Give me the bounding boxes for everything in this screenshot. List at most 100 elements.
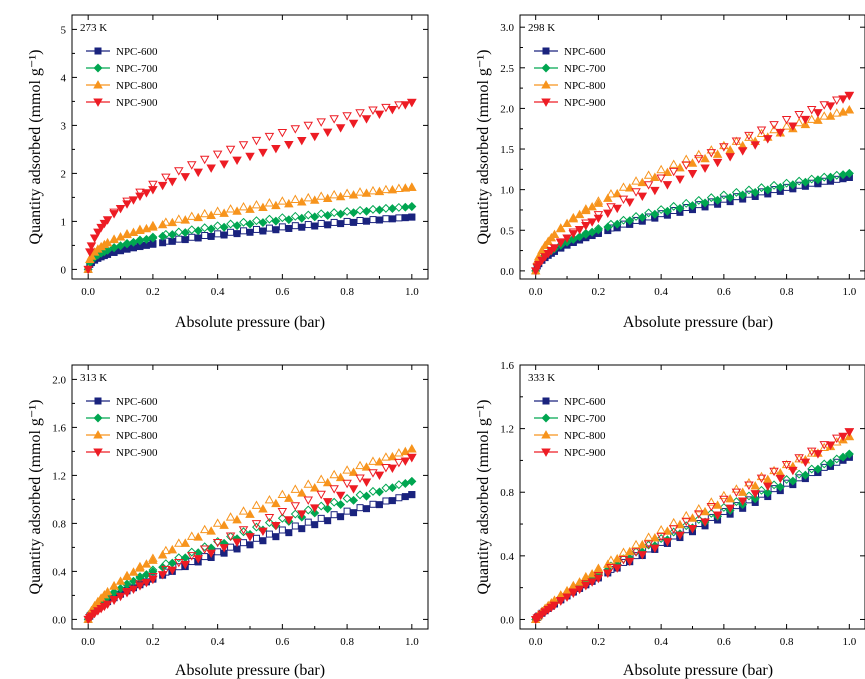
legend-label: NPC-800 [116,80,158,92]
data-point [625,546,635,556]
data-point-desorption [668,517,679,527]
data-point-desorption [781,121,792,130]
data-point [374,471,385,481]
data-point [593,225,603,235]
data-point [141,189,152,198]
data-point [337,220,345,228]
data-point-desorption [407,444,417,453]
data-point-desorption [620,558,627,566]
y-tick-label: 2.5 [500,63,514,75]
data-point-desorption [290,502,301,511]
data-point-desorption [186,531,197,540]
data-point-desorption [368,204,378,214]
data-point [311,521,319,529]
data-point-desorption [656,174,666,183]
data-point [259,537,267,545]
data-point-desorption [355,490,365,500]
data-point-desorption [277,128,288,138]
data-point-desorption [844,91,855,101]
data-point-desorption [769,121,779,130]
data-point-desorption [757,183,766,193]
data-point [148,233,158,243]
data-point [700,164,710,173]
data-point-desorption [303,192,314,202]
data-point-desorption [756,471,767,481]
legend-label: NPC-700 [116,63,158,75]
data-point-desorption [770,485,778,493]
data-point-desorption [368,185,378,195]
data-point [102,600,113,610]
data-point-desorption [643,540,654,549]
series-npc-900 [83,98,417,275]
data-point-desorption [122,588,132,597]
data-point [206,210,216,219]
data-point-desorption [783,479,791,487]
legend-marker [93,63,103,73]
data-point-desorption [252,534,260,542]
data-point-desorption [694,503,704,513]
data-point [297,136,307,146]
data-point [650,544,660,554]
data-point-desorption [109,587,119,597]
data-point-desorption [329,485,339,494]
y-tick-label: 1.0 [500,185,514,197]
temperature-label: 313 K [80,372,107,384]
data-point [775,482,785,492]
data-point-desorption [161,545,171,555]
data-point-desorption [819,172,829,182]
data-point-desorption [756,126,767,135]
data-point-desorption [329,497,339,507]
data-point [284,198,294,208]
data-point-desorption [844,449,854,459]
data-point-desorption [656,532,666,542]
series-npc-700 [83,476,417,624]
data-point [193,532,203,541]
data-point-desorption [618,547,629,556]
data-point-desorption [832,108,842,117]
data-point [574,209,585,219]
data-point-desorption [368,106,378,115]
data-point-desorption [225,145,236,155]
data-point-desorption [631,539,641,549]
data-point-desorption [631,212,641,221]
data-point [180,173,191,182]
data-point-desorption [731,497,741,507]
data-point-desorption [290,211,300,221]
data-point [388,215,396,223]
data-point [115,232,126,241]
data-point-desorption [290,125,301,134]
data-point-desorption [618,182,629,191]
y-tick-label: 1.5 [500,144,514,156]
y-tick-label: 0.8 [500,487,514,499]
data-point-desorption [355,109,365,118]
data-point [825,102,836,111]
data-point-desorption [316,474,326,483]
y-tick-label: 2.0 [500,103,514,115]
data-point [245,533,255,542]
legend-marker [93,80,103,89]
data-point-desorption [593,211,604,220]
data-point-desorption [174,538,184,547]
data-point-desorption [819,111,829,120]
data-point [116,584,126,593]
data-point-desorption [794,110,804,120]
data-point [322,477,333,487]
data-point [323,504,333,514]
data-point-desorption [135,235,145,245]
data-point-desorption [265,224,273,232]
data-point [335,472,346,482]
data-point-desorption [148,180,158,190]
data-point-desorption [407,182,417,191]
data-point-desorption [682,526,690,534]
data-point [219,208,229,217]
data-point [737,497,748,506]
data-point [232,156,242,165]
legend-label: NPC-900 [116,97,158,109]
data-point-desorption [694,149,704,159]
data-point [374,457,385,466]
data-point [271,216,281,226]
data-point-desorption [109,208,119,218]
data-point-desorption [394,448,404,457]
series-npc-900 [83,453,417,625]
